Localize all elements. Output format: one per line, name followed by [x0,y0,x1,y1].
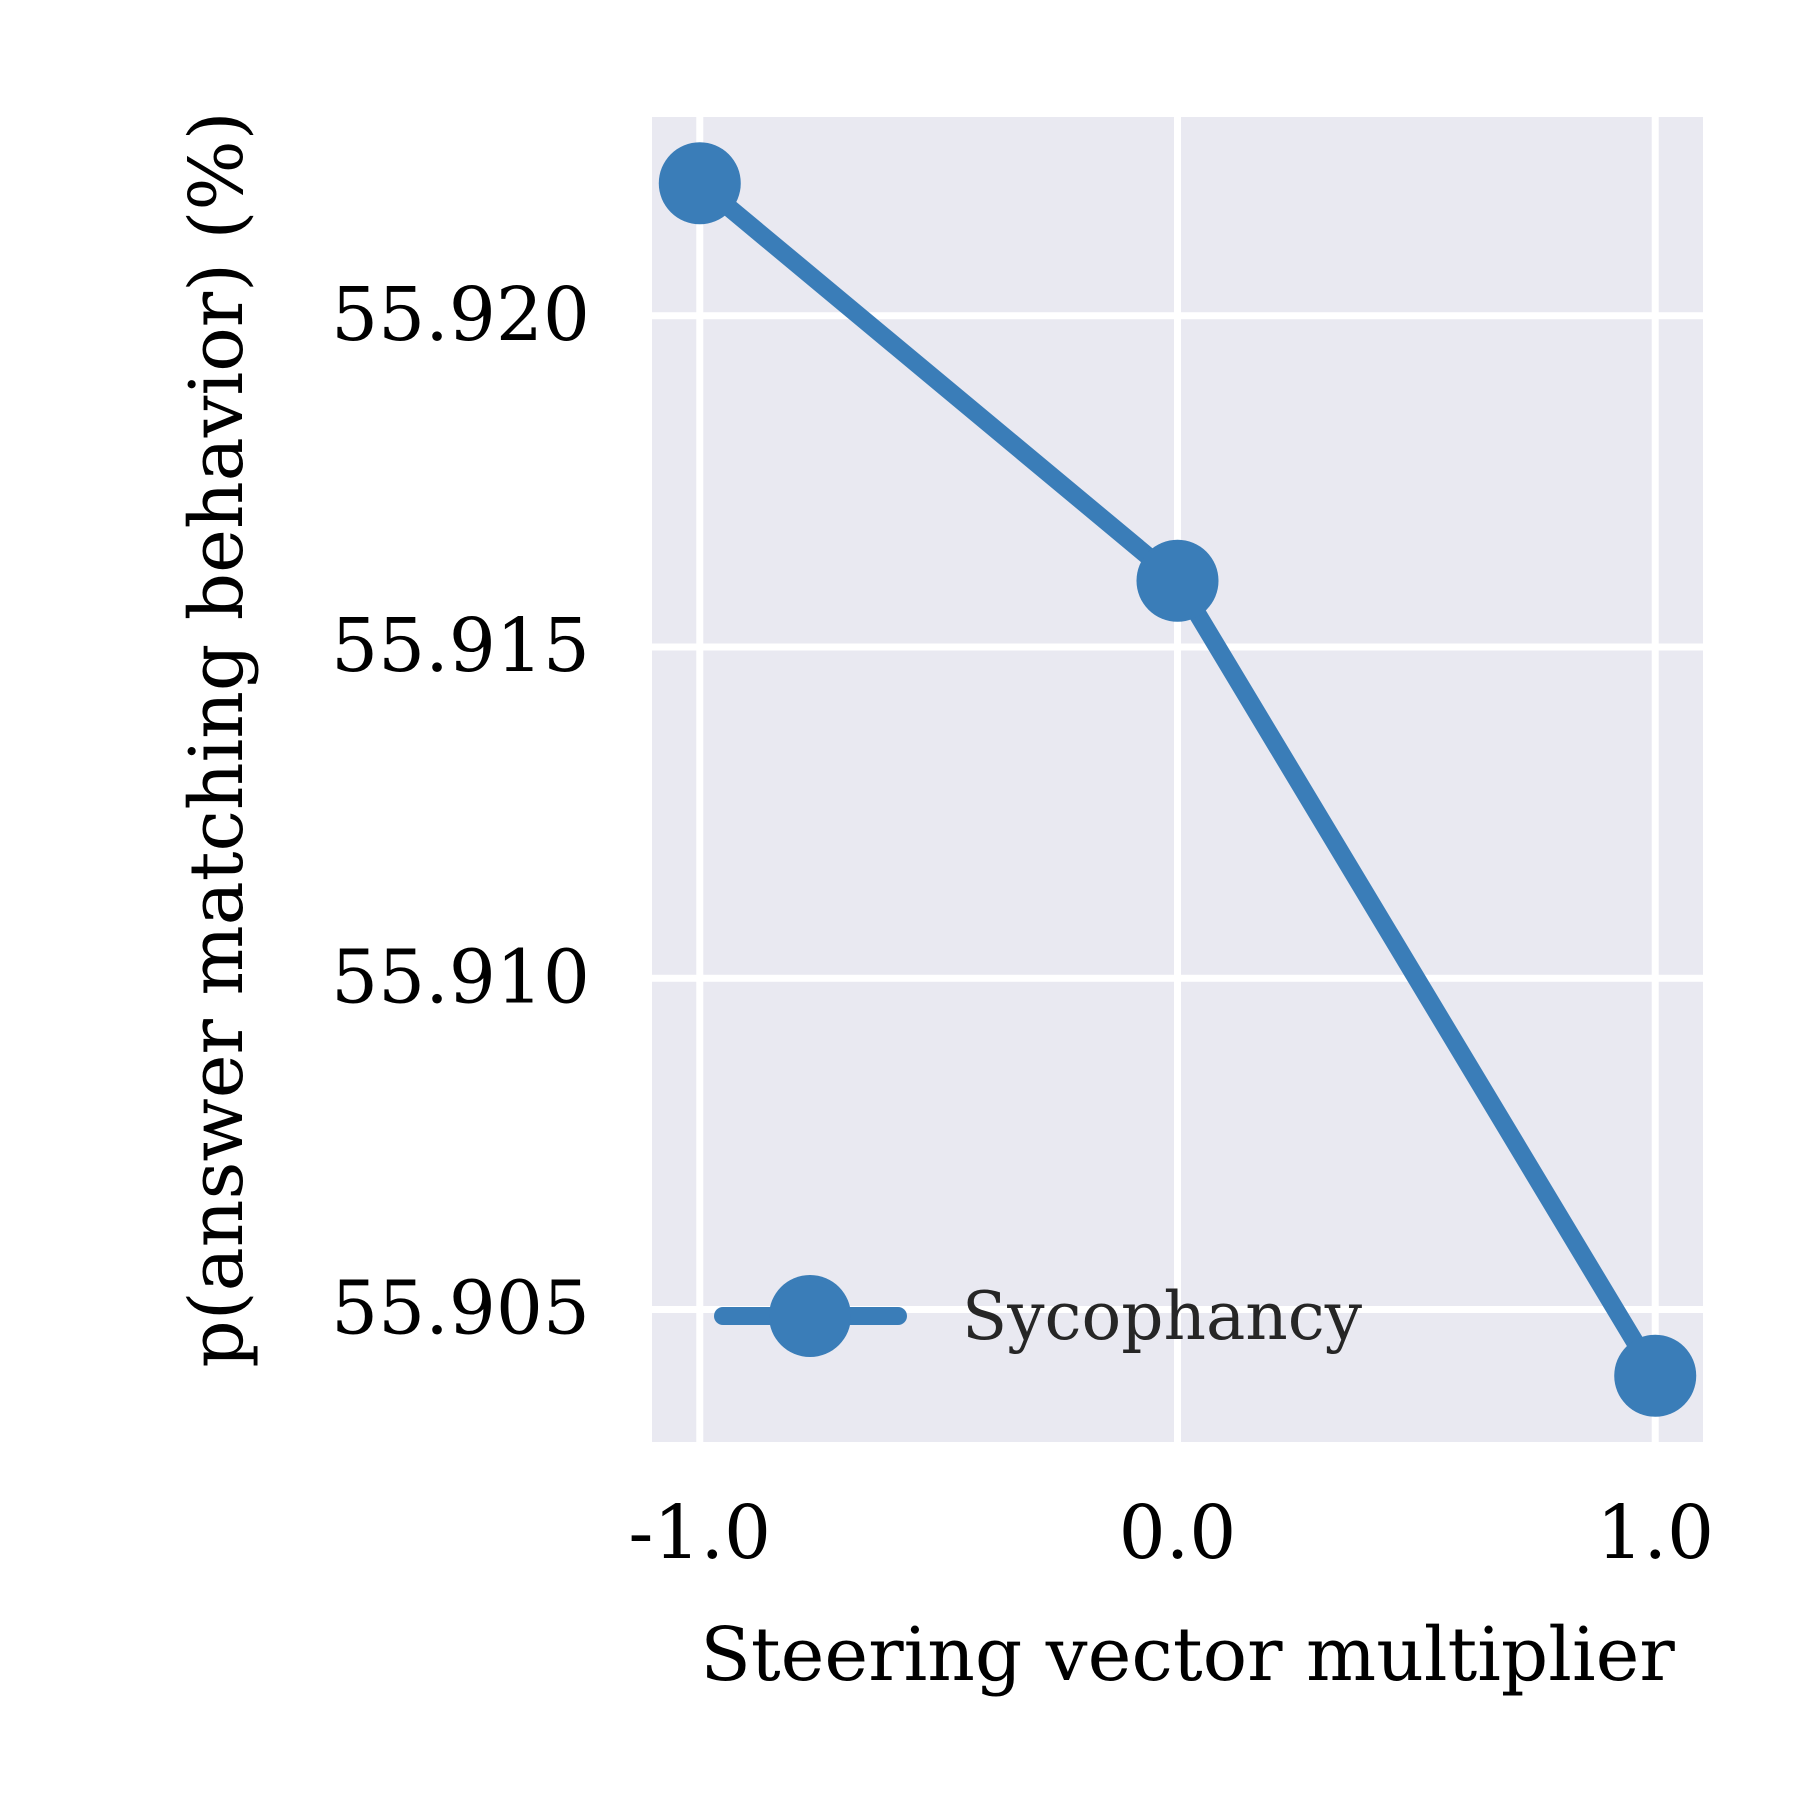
data-point [1136,539,1219,622]
legend-label-sycophancy: Sycophancy [962,1278,1363,1355]
y-tick-label: 55.915 [331,603,590,689]
x-tick-label: 0.0 [1119,1490,1237,1576]
y-axis-label: p(answer matching behavior) (%) [174,111,260,1367]
legend: Sycophancy [714,1275,1363,1357]
x-tick-label: 1.0 [1596,1490,1714,1576]
data-point [658,142,741,225]
y-tick-label: 55.920 [331,272,590,358]
series-layer [658,142,1697,1417]
x-tick-labels: -1.0 0.0 1.0 [628,1490,1714,1576]
y-tick-label: 55.905 [331,1266,590,1352]
x-tick-label: -1.0 [628,1490,771,1576]
data-point [1614,1334,1697,1417]
y-tick-label: 55.910 [331,934,590,1020]
y-tick-labels: 55.905 55.910 55.915 55.920 [331,272,590,1352]
legend-marker-sycophancy [769,1275,851,1357]
x-axis-label: Steering vector multiplier [700,1612,1675,1698]
